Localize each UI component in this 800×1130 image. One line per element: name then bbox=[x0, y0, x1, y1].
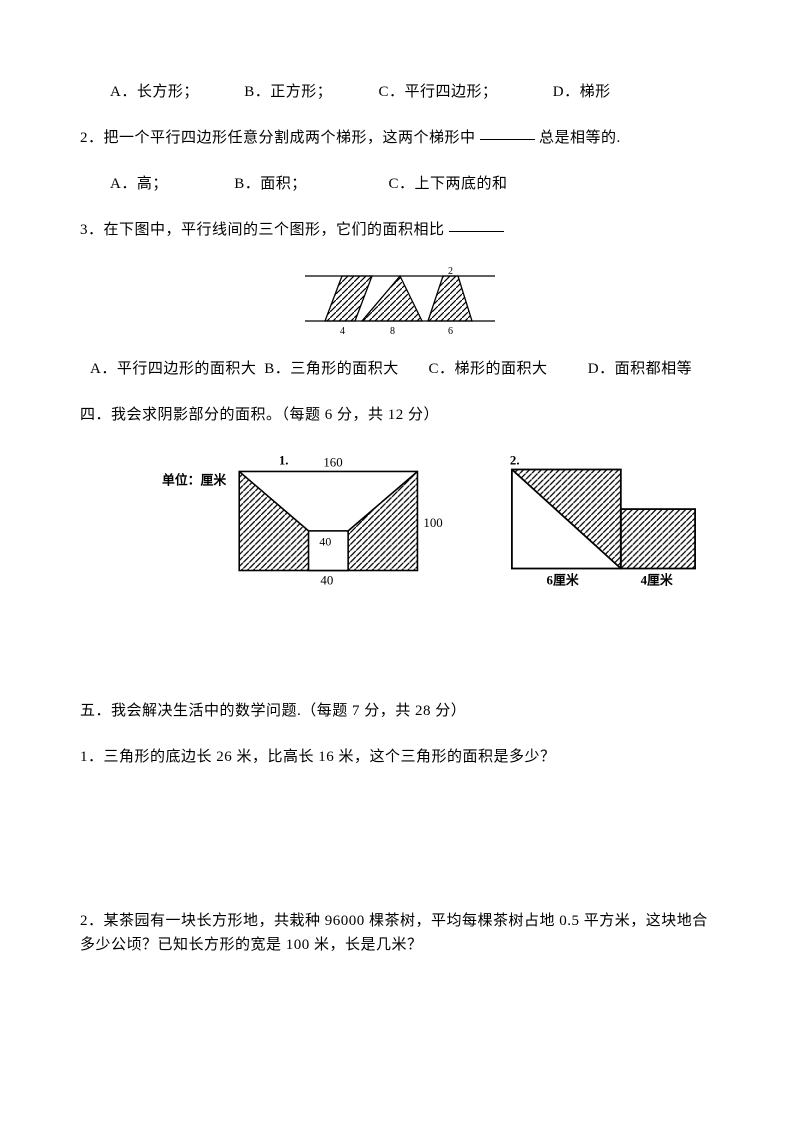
q2-blank bbox=[480, 125, 535, 140]
q2-suffix: 总是相等的. bbox=[539, 130, 621, 146]
section5-q2: 2．某茶园有一块长方形地，共栽种 96000 棵茶树，平均每棵茶树占地 0.5 … bbox=[80, 909, 720, 957]
q1-options: A．长方形； B．正方形； C．平行四边形； D．梯形 bbox=[80, 80, 720, 104]
fig2-4cm: 4厘米 bbox=[641, 572, 673, 587]
fig1-40a: 40 bbox=[319, 535, 331, 549]
fig2-svg: 2. 6厘米 4厘米 bbox=[502, 449, 720, 589]
section5-title: 五．我会解决生活中的数学问题.（每题 7 分，共 28 分） bbox=[80, 699, 720, 723]
fig2-num: 2. bbox=[510, 454, 520, 468]
q3-options: A．平行四边形的面积大 B．三角形的面积大 C．梯形的面积大 D．面积都相等 bbox=[80, 357, 720, 381]
q1-opt-a: A．长方形； bbox=[110, 80, 240, 104]
q3-blank bbox=[449, 217, 504, 232]
fig1-160: 160 bbox=[323, 456, 342, 470]
q1-opt-b: B．正方形； bbox=[244, 80, 374, 104]
fig1-40b: 40 bbox=[320, 573, 333, 587]
section5-q1: 1．三角形的底边长 26 米，比高长 16 米，这个三角形的面积是多少？ bbox=[80, 745, 720, 769]
q3-lbl-4: 4 bbox=[340, 326, 345, 337]
fig1-svg: 1. 160 单位：厘米 100 40 40 bbox=[160, 449, 447, 589]
q3-opt-c: C．梯形的面积大 bbox=[429, 357, 584, 381]
fig1-num: 1. bbox=[279, 454, 289, 468]
q2-prefix: 2．把一个平行四边形任意分割成两个梯形，这两个梯形中 bbox=[80, 130, 480, 146]
q3-lbl-6: 6 bbox=[448, 326, 453, 337]
q3-svg: 4 8 6 2 bbox=[300, 264, 500, 339]
q2-opt-a: A．高； bbox=[110, 172, 230, 196]
q3-figure: 4 8 6 2 bbox=[80, 264, 720, 339]
q3-lbl-8: 8 bbox=[390, 326, 395, 337]
q1-opt-c: C．平行四边形； bbox=[379, 80, 549, 104]
section4-title: 四．我会求阴影部分的面积。（每题 6 分，共 12 分） bbox=[80, 403, 720, 427]
q3-opt-d: D．面积都相等 bbox=[588, 361, 692, 377]
fig1-100: 100 bbox=[423, 516, 442, 530]
q2-options: A．高； B．面积； C．上下两底的和 bbox=[80, 172, 720, 196]
section4-figures: 1. 160 单位：厘米 100 40 40 2. 6厘米 4厘米 bbox=[80, 449, 720, 589]
q2-opt-c: C．上下两底的和 bbox=[389, 172, 508, 196]
fig1-unit: 单位：厘米 bbox=[162, 472, 226, 487]
q3-text: 3．在下图中，平行线间的三个图形，它们的面积相比 bbox=[80, 222, 449, 238]
q3-text-line: 3．在下图中，平行线间的三个图形，它们的面积相比 bbox=[80, 218, 720, 242]
q2-text: 2．把一个平行四边形任意分割成两个梯形，这两个梯形中 总是相等的. bbox=[80, 126, 720, 150]
q1-opt-d: D．梯形 bbox=[553, 80, 611, 104]
fig2-6cm: 6厘米 bbox=[547, 572, 579, 587]
q3-opt-b: B．三角形的面积大 bbox=[264, 357, 424, 381]
q3-lbl-2: 2 bbox=[448, 266, 453, 277]
q2-opt-b: B．面积； bbox=[234, 172, 384, 196]
q3-opt-a: A．平行四边形的面积大 bbox=[90, 357, 260, 381]
